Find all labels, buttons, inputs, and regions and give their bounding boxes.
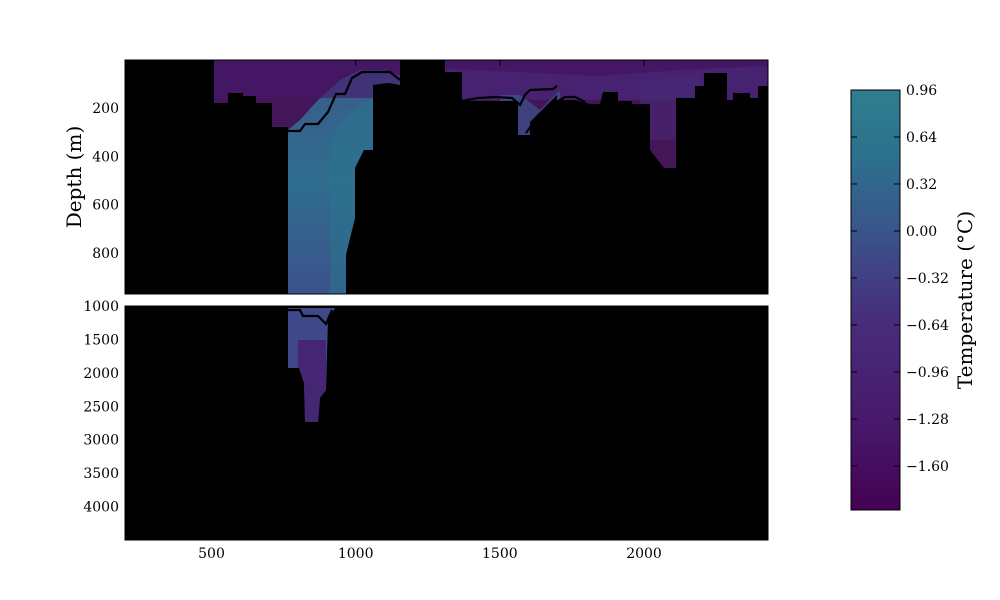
top-y-ticks: 200 400 600 800 — [92, 101, 768, 262]
y-tick-label: 1000 — [83, 299, 119, 315]
colorbar-tick-label: 0.00 — [906, 224, 937, 240]
colorbar-tick-label: −0.32 — [906, 271, 949, 287]
top-isotherm-line-3 — [525, 95, 586, 134]
top-plot-frame — [124, 59, 769, 295]
y-tick-label: 800 — [92, 246, 119, 262]
y-tick-label: 200 — [92, 101, 119, 117]
colorbar-tick-label: −0.96 — [906, 365, 949, 381]
colorbar-tick-label: 0.32 — [906, 177, 937, 193]
y-tick-label: 3000 — [83, 433, 119, 449]
colorbar-tick-label: 0.64 — [906, 130, 937, 146]
top-isotherm-line — [272, 70, 401, 133]
colorbar-tick-label: −1.60 — [906, 459, 949, 475]
y-tick-label: 2000 — [83, 366, 119, 382]
colorbar-gradient — [850, 89, 901, 511]
x-tick-label: 1500 — [482, 546, 518, 562]
colorbar-tick-label: −1.28 — [906, 412, 949, 428]
y-tick-label: 400 — [92, 149, 119, 165]
x-ticks: 500 1000 1500 2000 — [198, 60, 662, 562]
top-panel: 200 400 600 800 — [92, 59, 769, 295]
bottom-heatmap-field — [125, 306, 768, 540]
colorbar-ticks: 0.96 0.64 0.32 0.00 −0.32 −0.64 −0.96 −1.28 −1.6… — [851, 83, 949, 475]
y-tick-label: 3500 — [83, 466, 119, 482]
bottom-isotherm-line — [288, 308, 334, 326]
top-heatmap-field — [125, 60, 768, 294]
colorbar-tick-label: −0.64 — [906, 318, 949, 334]
y-tick-label: 600 — [92, 198, 119, 214]
y-tick-label: 1500 — [83, 332, 119, 348]
colorbar: 0.96 0.64 0.32 0.00 −0.32 −0.64 −0.96 −1.28 −1.6… — [850, 83, 977, 511]
x-tick-label: 1000 — [338, 546, 374, 562]
colorbar-label: Temperature (°C) — [953, 211, 977, 389]
colorbar-tick-label: 0.96 — [906, 83, 937, 99]
bottom-plot-frame — [124, 305, 769, 541]
top-isotherm-line-2 — [461, 85, 558, 107]
y-tick-label: 2500 — [83, 399, 119, 415]
top-land-mask — [125, 60, 768, 294]
y-axis-title: Depth (m) — [62, 126, 86, 229]
bottom-panel: 1000 1500 2000 2500 3000 3500 4000 500 1000 1500… — [83, 60, 769, 562]
bottom-y-ticks: 1000 1500 2000 2500 3000 3500 4000 — [83, 299, 768, 516]
y-tick-label: 4000 — [83, 500, 119, 516]
x-tick-label: 2000 — [626, 546, 662, 562]
x-tick-label: 500 — [198, 546, 225, 562]
